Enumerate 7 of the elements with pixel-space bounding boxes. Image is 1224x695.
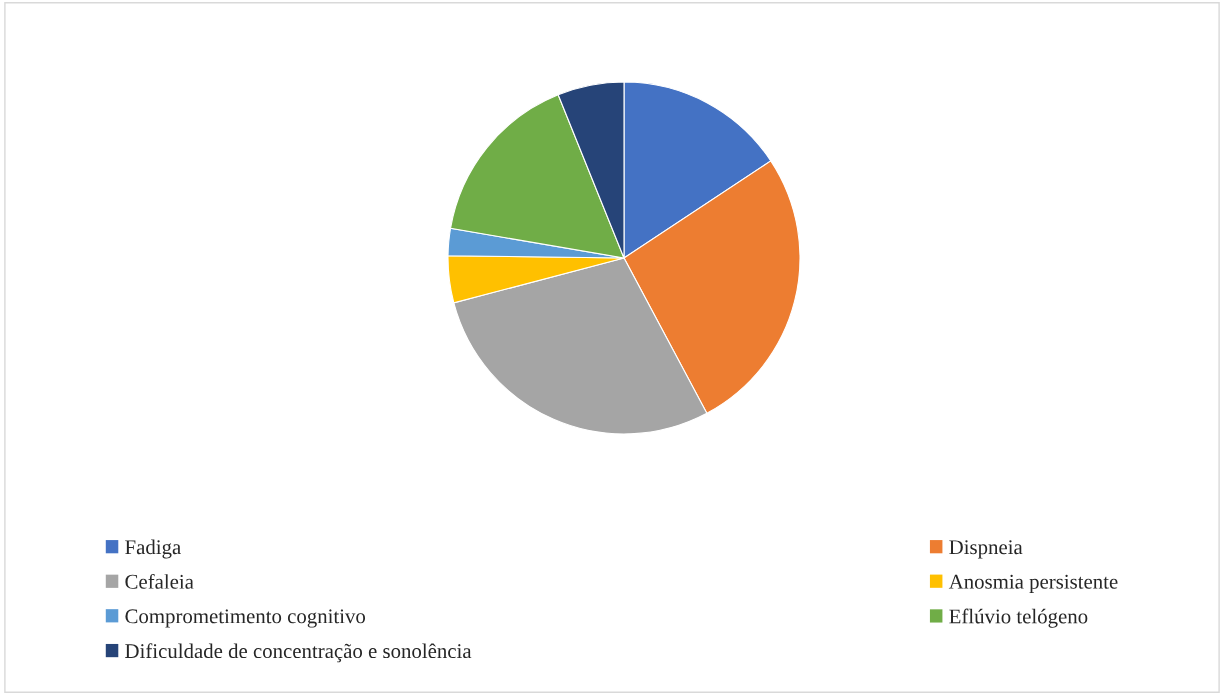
legend-label: Comprometimento cognitivo — [125, 609, 366, 628]
legend-label: Cefaleia — [125, 573, 194, 589]
legend-label: Dificuldade de concentração e sonolência — [125, 643, 472, 663]
legend-label: Dispneia — [949, 540, 1023, 559]
legend-label: Fadiga — [125, 539, 181, 559]
legend-label: Anosmia persistente — [948, 574, 1118, 593]
legend-label: Eflúvio telógeno — [949, 608, 1088, 628]
